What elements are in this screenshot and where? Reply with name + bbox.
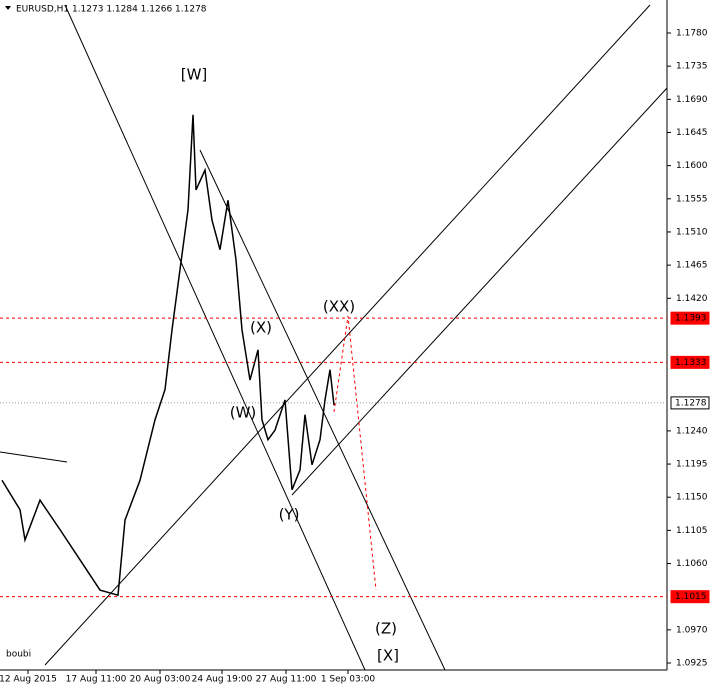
level-label: 1.1015 xyxy=(675,592,707,602)
level-label: 1.1393 xyxy=(675,314,707,324)
level-label: 1.1278 xyxy=(675,398,707,408)
y-tick-label: 1.1645 xyxy=(676,128,708,138)
wave-label: [W] xyxy=(181,66,208,84)
price-line xyxy=(1,114,335,597)
y-tick-label: 1.1150 xyxy=(676,493,708,503)
menu-icon xyxy=(5,6,11,10)
wave-label: [X] xyxy=(377,647,399,665)
y-tick-label: 1.0925 xyxy=(676,659,708,669)
trend-line xyxy=(199,149,446,671)
y-tick-label: 1.1060 xyxy=(676,559,708,569)
level-box xyxy=(670,311,710,325)
wave-label: (X) xyxy=(250,319,272,337)
trend-line xyxy=(64,4,366,671)
chart-title: EURUSD,H1 1.1273 1.1284 1.1266 1.1278 xyxy=(16,5,207,15)
x-tick-label: 17 Aug 11:00 xyxy=(66,675,127,685)
author: boubi xyxy=(6,650,31,660)
y-tick-label: 1.1735 xyxy=(676,62,708,72)
x-tick-label: 12 Aug 2015 xyxy=(0,675,57,685)
y-tick-label: 1.1465 xyxy=(676,261,708,271)
wave-label: (Y) xyxy=(279,506,300,524)
wave-label: (W) xyxy=(230,404,257,422)
y-tick-label: 1.1420 xyxy=(676,294,708,304)
y-tick-label: 1.1105 xyxy=(676,526,708,536)
x-tick-label: 1 Sep 03:00 xyxy=(321,675,376,685)
x-tick-label: 24 Aug 19:00 xyxy=(192,675,253,685)
y-tick-label: 1.1240 xyxy=(676,426,708,436)
y-tick-label: 1.1690 xyxy=(676,95,708,105)
y-tick-label: 1.1510 xyxy=(676,227,708,237)
level-box xyxy=(670,396,710,410)
x-tick-label: 20 Aug 03:00 xyxy=(130,675,191,685)
y-tick-label: 1.0970 xyxy=(676,625,708,635)
x-tick-label: 27 Aug 11:00 xyxy=(256,675,317,685)
level-box xyxy=(670,590,710,604)
wave-label: (XX) xyxy=(323,298,355,316)
level-box xyxy=(670,355,710,369)
level-label: 1.1333 xyxy=(675,358,707,368)
y-tick-label: 1.1600 xyxy=(676,161,708,171)
y-tick-label: 1.1780 xyxy=(676,29,708,39)
y-tick-label: 1.1195 xyxy=(676,460,708,470)
trend-line xyxy=(0,451,68,463)
trend-line xyxy=(291,87,668,496)
y-tick-label: 1.1555 xyxy=(676,194,708,204)
wave-label: (Z) xyxy=(375,620,397,638)
projection xyxy=(333,315,377,591)
trend-line xyxy=(44,4,651,666)
trend-lines xyxy=(0,4,668,671)
